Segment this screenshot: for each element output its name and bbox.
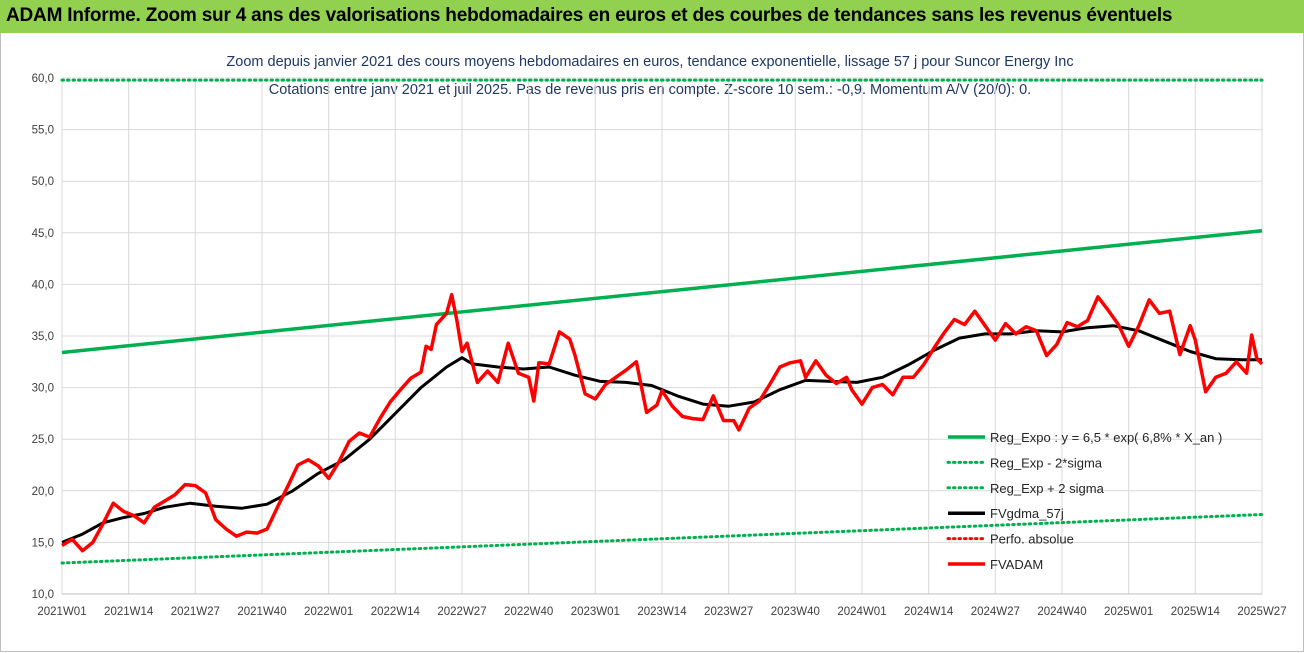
y-tick-label: 35,0 (32, 331, 54, 343)
x-tick-label: 2022W01 (304, 606, 353, 618)
x-tick-label: 2021W01 (37, 606, 86, 618)
y-tick-label: 60,0 (32, 73, 54, 85)
y-tick-label: 20,0 (32, 486, 54, 498)
legend-label: Reg_Expo : y = 6,5 * exp( 6,8% * X_an ) (990, 430, 1222, 445)
series-line (60, 513, 1264, 565)
x-tick-label: 2025W27 (1237, 606, 1286, 618)
axes: 10,0 15,0 20,0 25,0 30,0 35,0 40,0 45,0 50,0 55,0… (32, 73, 1287, 618)
y-tick-label: 50,0 (32, 176, 54, 188)
report-title: ADAM Informe. Zoom sur 4 ans des valoris… (6, 5, 1173, 26)
y-tick-label: 45,0 (32, 228, 54, 240)
legend-label: FVgdma_57j (990, 506, 1064, 521)
series-group (60, 78, 1264, 565)
y-tick-label: 55,0 (32, 125, 54, 137)
grid (61, 77, 1263, 594)
y-tick-label: 40,0 (32, 279, 54, 291)
x-tick-label: 2021W40 (237, 606, 286, 618)
series-line (61, 228, 1263, 355)
x-tick-label: 2024W14 (904, 606, 954, 618)
legend-label: Reg_Exp - 2*sigma (990, 455, 1103, 470)
x-tick-label: 2022W14 (371, 606, 421, 618)
x-tick-label: 2022W40 (504, 606, 553, 618)
legend-label: FVADAM (990, 557, 1043, 572)
report-header: ADAM Informe. Zoom sur 4 ans des valoris… (0, 0, 1304, 33)
x-tick-label: 2023W27 (704, 606, 753, 618)
x-tick-label: 2021W14 (104, 606, 154, 618)
y-tick-label: 30,0 (32, 383, 54, 395)
legend: Reg_Expo : y = 6,5 * exp( 6,8% * X_an ) R… (946, 430, 1222, 572)
legend-label: Perfo. absolue (990, 532, 1074, 547)
x-tick-label: 2025W01 (1104, 606, 1153, 618)
chart-subtitle-2: Cotations entre janv 2021 et juil 2025. … (269, 82, 1031, 98)
x-tick-label: 2021W27 (171, 606, 220, 618)
y-tick-label: 15,0 (32, 537, 54, 549)
x-tick-label: 2024W40 (1037, 606, 1086, 618)
y-tick-label: 25,0 (32, 434, 54, 446)
x-tick-label: 2025W14 (1171, 606, 1221, 618)
x-tick-label: 2024W27 (971, 606, 1020, 618)
chart-subtitle-1: Zoom depuis janvier 2021 des cours moyen… (226, 54, 1073, 70)
x-tick-label: 2023W01 (571, 606, 620, 618)
x-tick-label: 2023W40 (771, 606, 820, 618)
x-tick-label: 2023W14 (637, 606, 687, 618)
legend-label: Reg_Exp + 2 sigma (990, 481, 1105, 496)
series-line (61, 292, 1264, 553)
series-line (61, 324, 1262, 544)
x-tick-label: 2022W27 (437, 606, 486, 618)
y-tick-label: 10,0 (32, 589, 54, 601)
x-tick-label: 2024W01 (837, 606, 886, 618)
